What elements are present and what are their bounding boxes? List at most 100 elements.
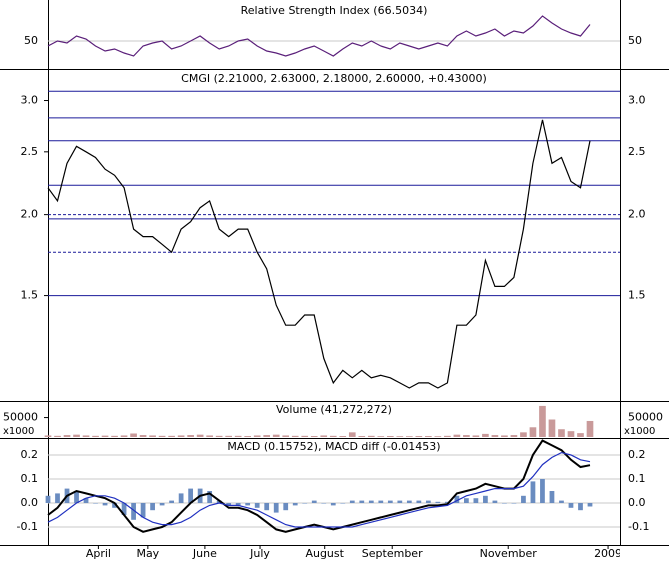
y-tick-label: 50000 [3,411,38,424]
volume-bar [396,436,404,437]
volume-bar [586,420,594,437]
volume-bar [501,435,508,437]
volume-bar [434,436,442,437]
volume-bar [463,435,470,437]
volume-bar [453,434,461,437]
macd-hist-bar [330,503,336,506]
volume-bar [548,419,556,437]
volume-bar [386,436,394,437]
volume-bar [130,433,137,437]
macd-hist-bar [483,495,488,503]
macd-hist-bar [340,503,346,504]
volume-bar [406,436,413,437]
macd-hist-bar [387,500,393,503]
volume-bar [54,435,61,437]
volume-bar [425,436,432,437]
volume-bar [44,435,52,437]
macd-hist-bar [235,503,241,506]
macd-line [47,439,591,533]
volume-bar [225,435,232,437]
volume-bar [73,434,80,437]
macd-hist-bar [169,500,174,503]
volume-bar [301,435,309,437]
x-tick-label: April [86,547,111,560]
y-tick-label-right: -0.1 [628,520,649,533]
volume-bar [558,429,565,437]
volume-bar [567,431,575,437]
volume-bar [367,435,375,437]
x-tick-label: August [305,547,344,560]
volume-bar [158,435,166,437]
volume-bar [320,435,328,437]
macd-hist-bar [425,500,431,503]
macd-hist-bar [273,503,279,513]
volume-bar [139,435,147,437]
price-line [47,119,591,389]
volume-bar [329,435,337,437]
macd-hist-bar [112,503,117,508]
y-tick-label: 50 [24,34,38,47]
volume-bar [196,434,204,437]
macd-hist-bar [435,501,441,503]
y-tick-label: 1.5 [21,289,39,302]
y-tick-label: 2.0 [21,208,39,221]
panel-title: Volume (41,272,272) [276,403,392,416]
y-tick-label-right: 50 [628,34,642,47]
macd-hist-bar [444,501,450,503]
macd-hist-bar [292,503,298,506]
y-tick-label: 0.1 [21,472,39,485]
x-tick-label: September [362,547,423,560]
macd-hist-bar [55,493,60,503]
macd-hist-bar [368,500,374,503]
macd-hist-bar [321,503,327,504]
volume-bar [358,436,366,437]
volume-bar [234,435,242,437]
volume-bar [177,435,185,437]
y-tick-label-right: 3.0 [628,94,646,107]
volume-bar [63,435,71,437]
macd-hist-bar [511,503,517,504]
y-tick-label-right: 2.0 [628,208,646,221]
macd-hist-bar [207,491,213,503]
macd-hist-bar [502,503,507,504]
volume-bar [510,435,518,437]
macd-hist-bar [121,503,127,515]
y-tick-label-right: 2.5 [628,145,646,158]
volume-bar [272,434,280,437]
volume-bar [491,435,499,437]
macd-hist-bar [93,503,98,504]
macd-hist-bar [359,500,365,503]
y-tick-label-right: 1.5 [628,289,646,302]
volume-bar [187,435,194,437]
macd-hist-bar [549,491,555,503]
volume-bar [577,433,584,437]
macd-hist-bar [178,493,184,503]
macd-hist-bar [45,495,51,503]
macd-hist-bar [311,500,317,503]
y-tick-label: 3.0 [21,94,39,107]
volume-bar [339,436,347,437]
macd-hist-bar [454,495,460,503]
volume-bar [529,427,537,437]
volume-bar [282,435,290,437]
macd-hist-bar [302,503,308,504]
volume-bar [291,435,299,437]
macd-hist-bar [349,500,355,503]
macd-hist-bar [521,495,526,503]
volume-bar [415,436,423,437]
macd-hist-bar [140,503,146,518]
volume-bar [348,432,356,437]
macd-hist-bar [559,500,564,503]
panel-title: Relative Strength Index (66.5034) [241,4,428,17]
volume-bar [149,435,156,437]
volume-bar [253,435,261,437]
macd-hist-bar [150,503,155,511]
panel-title: CMGI (2.21000, 2.63000, 2.18000, 2.60000… [181,72,487,85]
y-tick-label: 0.2 [21,448,39,461]
volume-bar [120,435,128,437]
volume-bar [444,435,451,437]
volume-bar [482,433,489,437]
y-tick-label: -0.1 [17,520,38,533]
volume-bar [244,436,252,437]
